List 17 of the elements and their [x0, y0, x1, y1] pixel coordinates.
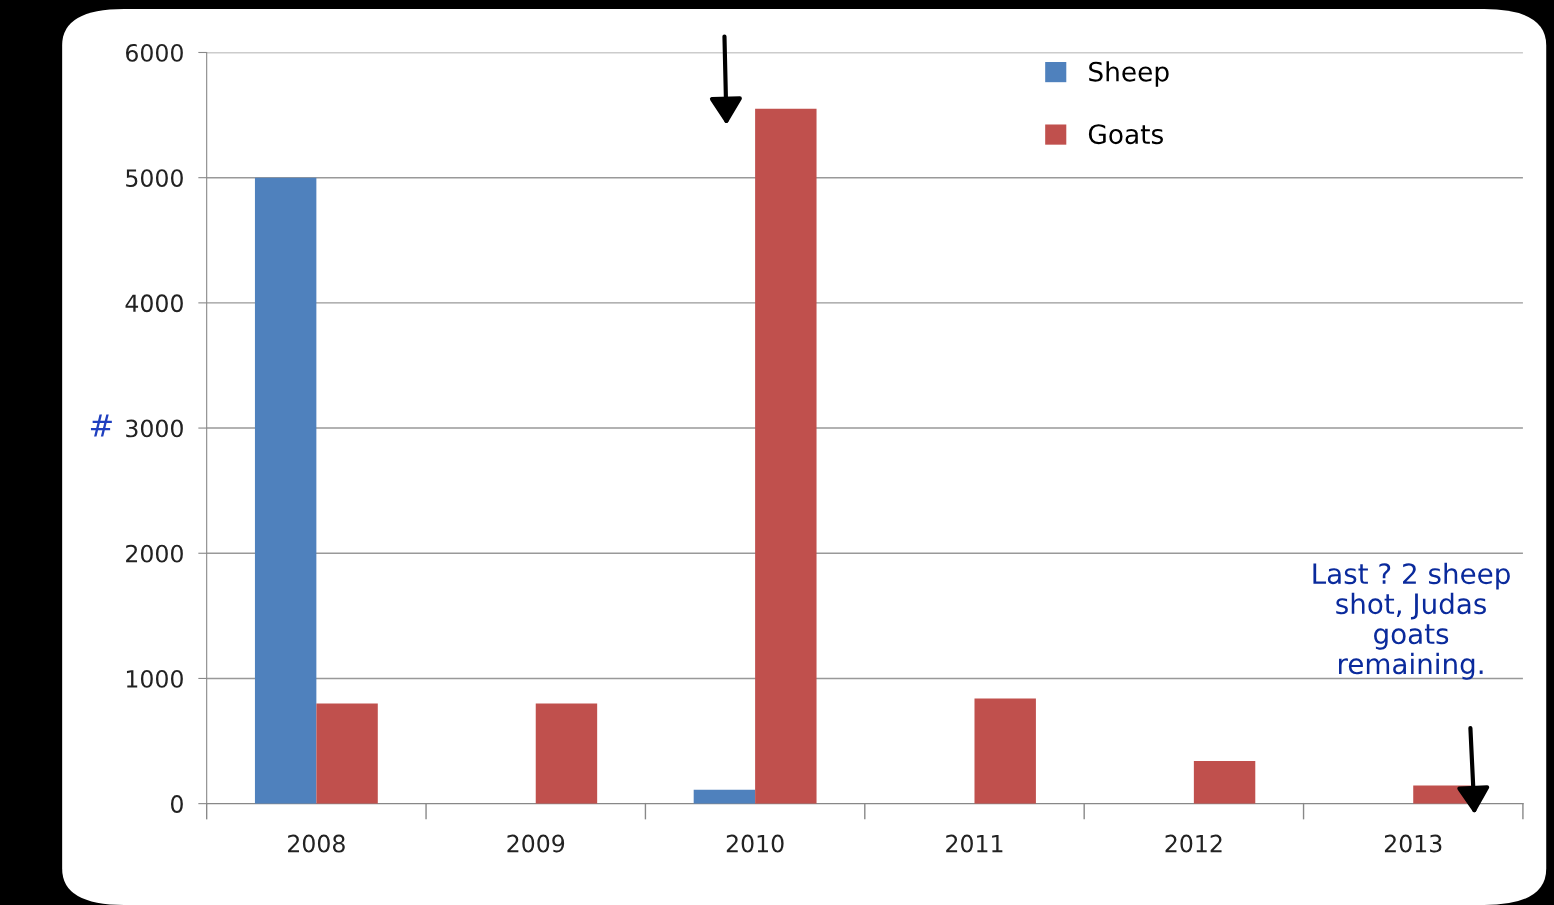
- y-tick-label: 0: [170, 795, 183, 813]
- y-tick-label: 3000: [126, 419, 183, 438]
- x-tick-label: 2011: [946, 834, 1003, 853]
- y-tick-label: 1000: [126, 669, 183, 688]
- y-tick-label: 5000: [126, 169, 183, 187]
- y-tick-label: 2000: [126, 544, 183, 563]
- legend-label: Goats: [1088, 124, 1163, 145]
- x-tick-label: 2009: [507, 834, 565, 853]
- y-axis-title: #: [90, 414, 112, 437]
- y-tick-label: 6000: [126, 43, 183, 62]
- x-tick-label: 2012: [1165, 834, 1222, 853]
- x-tick-label: 2010: [726, 834, 784, 853]
- legend-label: Sheep: [1089, 61, 1169, 87]
- annotation: Last ? 2 sheep shot, Judas goats remaining.: [1313, 562, 1510, 680]
- y-tick-label: 4000: [125, 294, 183, 313]
- x-tick-label: 2013: [1384, 834, 1442, 853]
- x-tick-label: 2008: [288, 834, 345, 853]
